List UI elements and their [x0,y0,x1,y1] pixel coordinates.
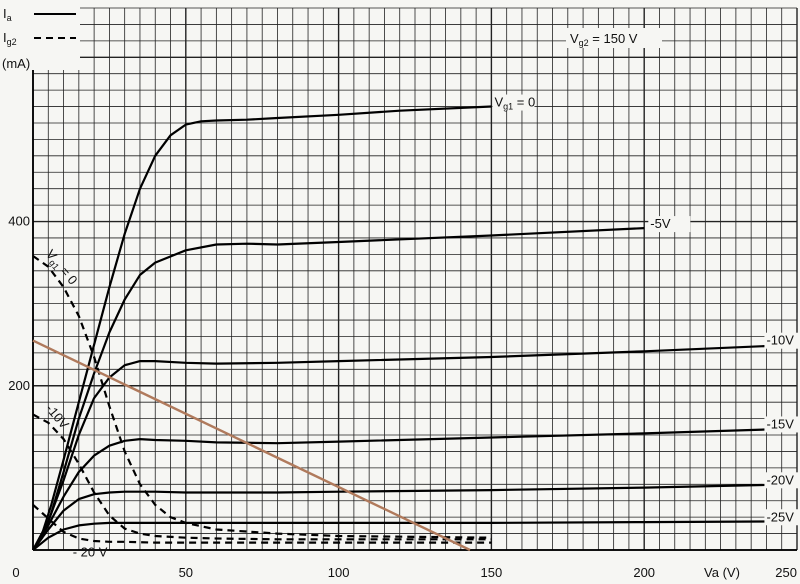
axes [32,8,797,551]
label-ig2-vg1-20v: - 20 V [73,545,108,560]
condition-label: Vg2 = 150 V [570,31,638,48]
label-vg1-15v: -15V [766,416,794,431]
x-tick-label: 0 [12,565,19,580]
series-ig2-vg1-0 [32,255,492,539]
series-vg1-5v [32,227,645,551]
x-tick-label: 100 [328,565,350,580]
legend-unit: (mA) [2,56,30,71]
label-vg1-10v: -10V [766,333,794,348]
legend-label-ig2: Ig2 [3,30,17,47]
series-group [32,105,798,552]
label-bg [764,509,800,526]
series-vg1-20v [32,483,798,551]
series-ig2-vg1-10v [32,413,492,541]
y-tick-label: 200 [8,378,30,393]
series-vg1-0 [32,105,492,551]
series-vg1-25v [32,520,798,551]
series-vg1-15v [32,427,798,551]
series-ig2-vg1-20v [32,503,492,544]
load-line [32,339,471,552]
legend-label-ia: Ia [3,6,12,23]
x-tick-label: 50 [179,565,193,580]
label-vg1-20v: -20V [766,472,794,487]
label-bg [764,472,800,489]
x-axis-label: Va (V) [704,565,740,580]
label-bg [492,94,535,111]
series-vg1-10v [32,343,798,551]
label-bg [764,332,800,349]
label-bg [764,416,800,433]
x-tick-label: 150 [481,565,503,580]
condition-bg [566,28,662,48]
label-vg1-0: Vg1 = 0 [494,95,535,112]
label-vg1-5v: -5V [650,216,671,231]
y-tick-label: 400 [8,214,30,229]
legend: Ia Ig2 (mA) [0,2,80,71]
x-tick-label: 250 [775,565,797,580]
label-vg1-25v: -25V [766,509,794,524]
label-bg [648,216,691,233]
x-tick-label: 200 [633,565,655,580]
grid [32,7,798,551]
